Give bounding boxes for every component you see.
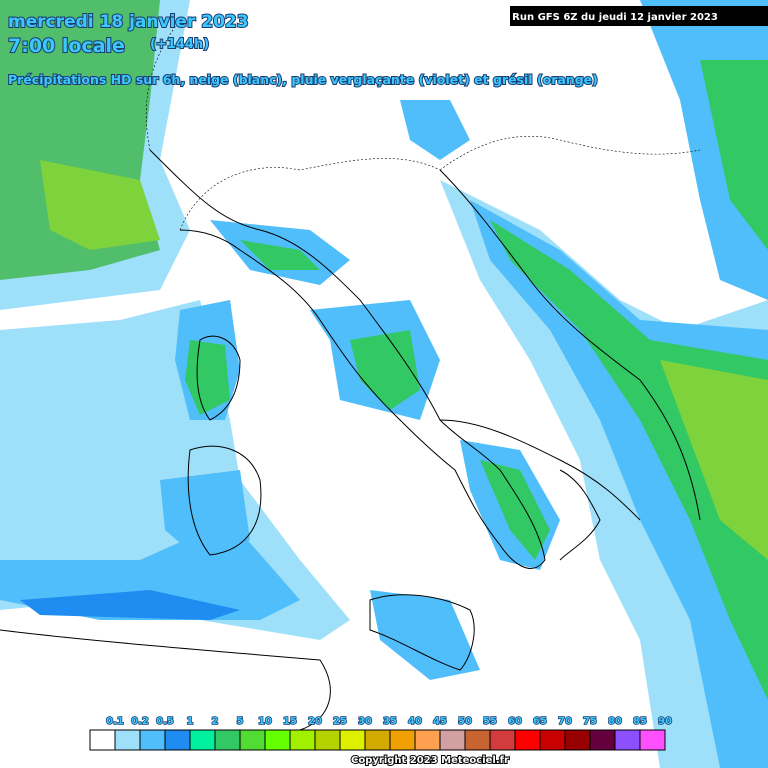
legend-swatch [164, 729, 191, 751]
description: Précipitations HD sur 6h, neige (blanc),… [8, 72, 598, 87]
legend-swatch [514, 729, 541, 751]
legend-swatch [464, 729, 491, 751]
legend-label: 90 [658, 716, 672, 727]
legend-label: 85 [633, 716, 647, 727]
legend-swatch [89, 729, 116, 751]
legend-label: 5 [237, 716, 244, 727]
legend-swatch [589, 729, 616, 751]
legend-label: 25 [333, 716, 347, 727]
legend-label: 2 [212, 716, 219, 727]
legend-swatch [214, 729, 241, 751]
legend-label: 65 [533, 716, 547, 727]
legend-label: 40 [408, 716, 422, 727]
time-title: 7:00 locale [8, 35, 125, 57]
legend-label: 10 [258, 716, 272, 727]
legend-swatch [239, 729, 266, 751]
legend-swatch [639, 729, 666, 751]
legend-label: 60 [508, 716, 522, 727]
copyright: Copyright 2023 Meteociel.fr [351, 755, 509, 766]
run-label: Run GFS 6Z du jeudi 12 janvier 2023 [512, 12, 718, 23]
coastlines [0, 19, 701, 731]
legend-label: 30 [358, 716, 372, 727]
legend-label: 0.5 [156, 716, 174, 727]
legend-label: 35 [383, 716, 397, 727]
legend-swatch [489, 729, 516, 751]
legend-label: 70 [558, 716, 572, 727]
legend-label: 0.2 [131, 716, 149, 727]
legend-swatch [614, 729, 641, 751]
legend-label: 0.1 [106, 716, 124, 727]
legend-label: 75 [583, 716, 597, 727]
legend-label: 20 [308, 716, 322, 727]
legend-label: 80 [608, 716, 622, 727]
legend-swatch [564, 729, 591, 751]
legend-swatch [289, 729, 316, 751]
legend-label: 45 [433, 716, 447, 727]
legend: 0.1 0.2 0.5 1 2 5 10 15 20 25 30 35 40 45 50 55 60 65 70 75… [89, 715, 673, 751]
legend-swatch [189, 729, 216, 751]
legend-swatch [314, 729, 341, 751]
legend-swatch [264, 729, 291, 751]
legend-swatch [389, 729, 416, 751]
legend-label: 15 [283, 716, 297, 727]
legend-label: 50 [458, 716, 472, 727]
legend-label: 55 [483, 716, 497, 727]
legend-swatch [439, 729, 466, 751]
lead-time: (+144h) [150, 37, 209, 52]
run-box [510, 6, 768, 26]
legend-label: 1 [187, 716, 194, 727]
legend-swatch [139, 729, 166, 751]
legend-swatch [414, 729, 441, 751]
date-title: mercredi 18 janvier 2023 [8, 12, 249, 32]
legend-swatch [539, 729, 566, 751]
legend-swatch [339, 729, 366, 751]
legend-swatch [114, 729, 141, 751]
legend-swatch [364, 729, 391, 751]
